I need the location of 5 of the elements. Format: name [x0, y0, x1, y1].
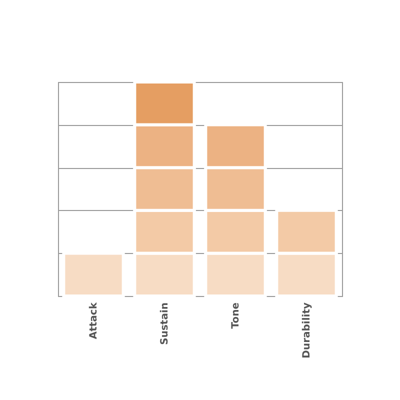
x-tick-label: Durability [302, 302, 312, 358]
x-tick-label: Sustain [160, 302, 170, 345]
x-tick-label: Attack [88, 302, 100, 340]
x-tick-label: Tone [230, 302, 242, 329]
bar [62, 252, 125, 298]
